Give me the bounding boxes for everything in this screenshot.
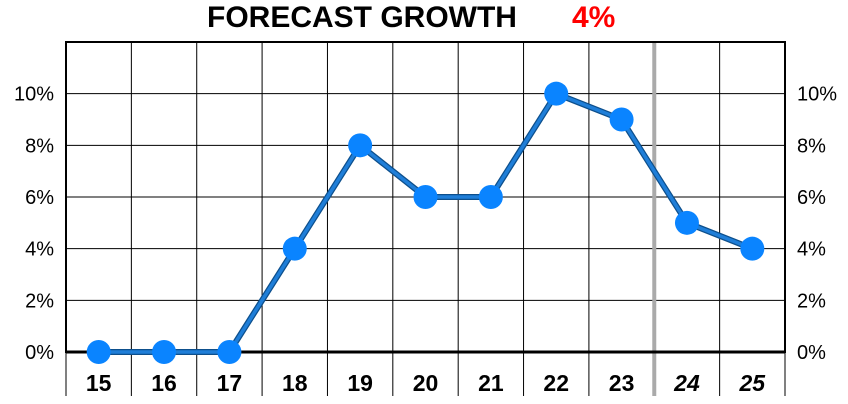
data-point [674,210,699,235]
data-point [413,185,438,209]
y-tick-label-right: 8% [797,135,826,157]
data-point [348,133,373,158]
y-tick-label-left: 0% [25,342,54,364]
x-tick-label: 17 [217,370,243,396]
y-tick-label-left: 10% [14,84,54,106]
data-point [152,340,177,364]
data-point [544,81,569,106]
x-tick-label: 15 [86,370,112,396]
x-tick-label: 16 [151,370,177,396]
x-tick-label: 20 [413,370,439,396]
data-point [86,340,111,364]
y-tick-label-left: 2% [25,290,54,312]
y-tick-label-left: 4% [25,239,54,261]
data-point [282,236,307,261]
x-tick-label: 22 [543,370,569,396]
y-tick-label-right: 10% [797,84,837,106]
x-tick-label: 18 [282,370,308,396]
data-point [740,236,765,261]
x-tick-label: 24 [673,370,700,396]
data-point [609,107,634,132]
chart-title: FORECAST GROWTH [207,1,517,34]
y-tick-label-right: 4% [797,239,826,261]
y-tick-label-right: 2% [797,290,826,312]
y-tick-label-right: 0% [797,342,826,364]
data-point [478,185,503,209]
data-point [217,340,242,364]
x-tick-label: 25 [739,370,767,396]
x-tick-label: 21 [478,370,504,396]
y-tick-label-right: 6% [797,187,826,209]
chart-title-bar: FORECAST GROWTH 4% [0,0,848,40]
headline-value: 4% [572,1,616,34]
y-tick-label-left: 6% [25,187,54,209]
x-tick-label: 23 [609,370,635,396]
y-tick-label-left: 8% [25,135,54,157]
x-tick-label: 19 [347,370,373,396]
